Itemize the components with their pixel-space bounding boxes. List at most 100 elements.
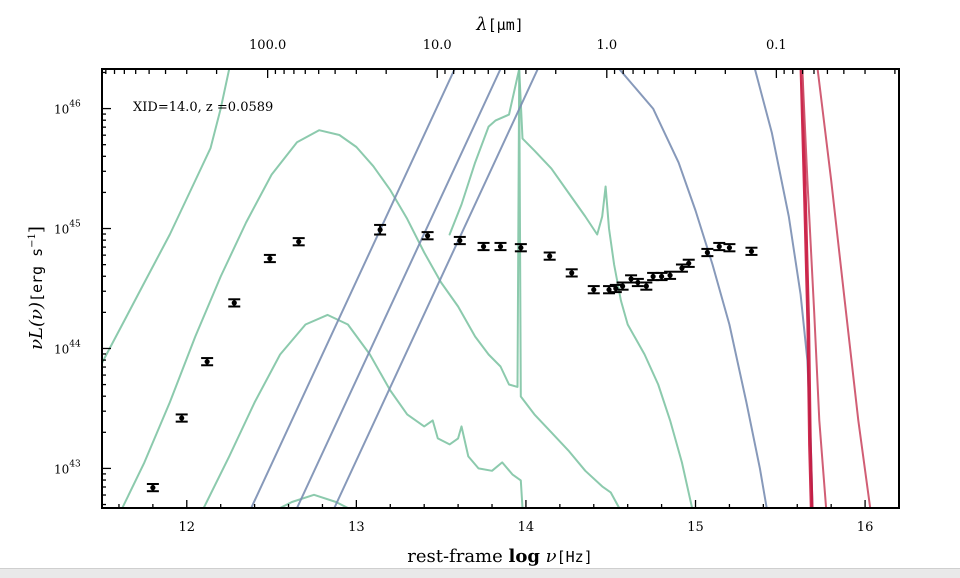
data-point-29: [723, 243, 736, 253]
data-marker: [619, 283, 626, 289]
template-curve-2: [121, 69, 621, 508]
y-tick-exponent: 44: [69, 339, 81, 349]
y-tick-exponent: 46: [69, 100, 81, 110]
data-marker: [518, 245, 524, 251]
data-marker: [377, 227, 383, 233]
data-point-22: [647, 271, 660, 282]
y-tick-exponent: 43: [69, 459, 81, 469]
data-marker: [179, 415, 185, 421]
data-point-12: [514, 243, 527, 253]
bottom-tick-label: 14: [518, 520, 535, 535]
data-marker: [667, 272, 673, 278]
data-point-27: [701, 247, 714, 258]
data-point-17: [609, 283, 622, 294]
data-point-16: [603, 285, 616, 295]
data-marker: [635, 279, 641, 286]
data-marker: [716, 243, 722, 250]
data-marker: [267, 255, 273, 262]
y-tick-base: 10: [54, 462, 69, 476]
data-marker: [150, 485, 156, 491]
data-marker: [726, 245, 733, 251]
data-point-14: [565, 268, 578, 278]
data-marker: [296, 239, 302, 245]
data-point-24: [664, 270, 677, 280]
template-curve-1: [102, 69, 231, 364]
template-curve-5: [448, 69, 694, 508]
data-marker: [748, 248, 755, 254]
data-marker: [569, 270, 575, 276]
data-point-30: [745, 246, 758, 256]
y-tick-base: 10: [54, 103, 69, 117]
y-axis-label: νL(ν)[erg s−1]: [26, 226, 47, 350]
y-tick-exponent: 45: [69, 220, 81, 230]
data-point-21: [640, 281, 653, 291]
template-curve-8: [333, 69, 539, 508]
observed-data-points: [146, 223, 758, 493]
data-marker: [650, 273, 656, 280]
y-tick-base: 10: [54, 223, 69, 237]
data-marker: [480, 243, 487, 250]
y-tick-label: 1046: [54, 100, 81, 117]
data-point-19: [625, 274, 638, 284]
data-marker: [231, 300, 237, 306]
data-point-23: [655, 271, 668, 282]
data-point-2: [175, 413, 188, 423]
axis-ticks: [102, 69, 900, 508]
template-curve-11: [799, 69, 812, 508]
template-curve-7: [296, 69, 502, 508]
top-tick-label: 1.0: [596, 38, 617, 53]
data-marker: [591, 287, 597, 293]
data-marker: [497, 243, 504, 250]
window-bottom-strip: [0, 568, 960, 578]
y-tick-label: 1045: [54, 220, 81, 237]
data-point-9: [453, 235, 466, 246]
data-point-20: [631, 277, 644, 288]
bottom-tick-label: 16: [857, 520, 874, 535]
data-point-5: [263, 253, 276, 264]
data-marker: [658, 273, 665, 280]
x-axis-label: rest-frame log ν[Hz]: [407, 546, 592, 567]
template-curves: [102, 69, 872, 508]
data-point-7: [374, 223, 387, 236]
data-point-11: [494, 241, 507, 252]
y-tick-base: 10: [54, 342, 69, 356]
data-point-13: [543, 251, 556, 261]
data-point-1: [146, 483, 159, 493]
annotation-label: XID=14.0, z =0.0589: [133, 100, 273, 115]
data-marker: [628, 276, 634, 282]
y-tick-label: 1043: [54, 459, 81, 476]
data-point-15: [587, 285, 600, 295]
template-curve-6: [250, 69, 456, 508]
data-marker: [686, 260, 692, 266]
data-marker: [606, 287, 612, 293]
bottom-tick-label: 15: [687, 520, 704, 535]
template-curve-13: [801, 69, 828, 508]
top-tick-label: 10.0: [423, 38, 452, 53]
bottom-tick-label: 13: [348, 520, 365, 535]
y-tick-label: 1044: [54, 339, 81, 356]
data-point-25: [675, 263, 688, 273]
template-curve-12: [801, 69, 814, 508]
data-point-8: [421, 231, 434, 241]
template-curve-14: [816, 69, 872, 508]
data-point-3: [201, 357, 214, 367]
plot-frame: [101, 68, 900, 509]
data-point-26: [682, 258, 695, 268]
data-point-4: [228, 298, 241, 308]
data-marker: [424, 233, 431, 239]
data-marker: [457, 237, 463, 244]
data-marker: [704, 249, 710, 256]
template-curve-9: [618, 69, 768, 508]
template-curve-3: [202, 313, 524, 508]
data-point-18: [616, 281, 629, 291]
data-point-28: [713, 241, 726, 252]
data-marker: [204, 359, 210, 365]
top-tick-label: 0.1: [766, 38, 787, 53]
data-point-6: [292, 237, 305, 247]
data-marker: [547, 253, 553, 259]
data-point-10: [477, 241, 490, 252]
top-axis-label: λ[μm]: [475, 14, 524, 35]
bottom-tick-label: 12: [179, 520, 196, 535]
